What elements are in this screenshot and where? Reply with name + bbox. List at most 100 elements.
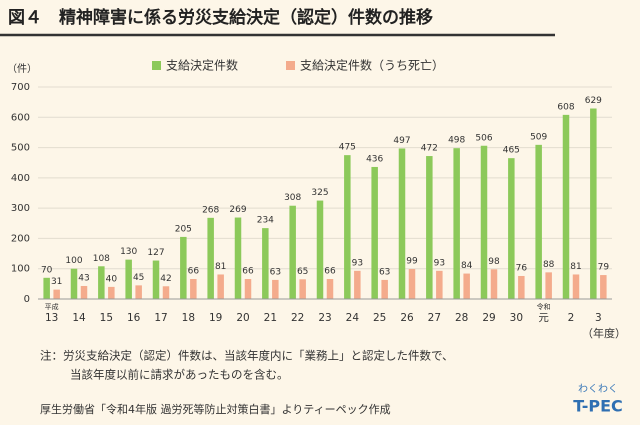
value-label: 81 [215,262,226,272]
bar [190,279,197,299]
y-tick-label: 0 [24,294,30,305]
value-label: 509 [530,132,547,142]
x-tick-label: 15 [100,312,113,324]
value-label: 269 [229,205,246,215]
value-label: 268 [202,205,219,215]
x-tick-label: 21 [264,312,277,324]
era-label: 令和 [537,302,551,311]
y-tick-label: 100 [11,264,30,275]
legend-label: 支給決定件数（うち死亡） [300,58,444,73]
bar [453,148,460,299]
value-label: 498 [448,136,465,146]
source: 厚生労働省「令和4年版 過労死等防止対策白書」よりティーペック作成 [40,402,391,416]
value-label: 608 [557,102,574,112]
value-label: 65 [297,267,308,277]
value-label: 45 [133,273,144,283]
bar [508,158,515,299]
value-label: 76 [516,263,528,273]
bar [535,144,542,299]
logo-text: わくわく [578,383,618,395]
x-tick-label: 28 [455,312,468,324]
y-axis-label: （件） [7,63,37,75]
value-label: 99 [406,257,418,267]
bar [125,259,132,299]
x-tick-label: 3 [595,312,602,324]
bar [590,108,597,299]
value-label: 66 [188,267,200,277]
x-tick-label: 16 [127,312,141,324]
x-tick-label: 18 [182,312,195,324]
bar [135,285,142,299]
x-tick-label: 14 [72,312,86,324]
bar [371,166,378,299]
bar [600,275,607,299]
x-tick-label: 25 [373,312,386,324]
bar [262,228,269,299]
y-tick-label: 400 [11,173,30,184]
x-tick-label: 24 [346,312,360,324]
bar [53,289,60,299]
x-tick-label: 22 [291,312,304,324]
chart-title: 図４ 精神障害に係る労災支給決定（認定）件数の推移 [8,7,433,28]
bar [436,270,443,299]
bar [244,279,252,299]
value-label: 63 [270,267,281,277]
value-label: 629 [585,96,602,106]
logo-text: T-PEC [573,397,623,416]
value-label: 100 [65,256,82,266]
bar [43,277,50,299]
x-tick-label: 元 [538,312,549,324]
x-axis-label: （年度） [582,326,626,340]
bar [463,273,470,299]
y-tick-label: 700 [11,82,30,93]
value-label: 63 [379,267,390,277]
bar [217,274,224,299]
value-label: 130 [120,247,137,257]
value-label: 93 [352,258,363,268]
bar [98,266,105,299]
x-tick-label: 17 [154,312,167,324]
x-tick-label: 27 [428,312,441,324]
value-label: 40 [106,274,118,284]
legend-label: 支給決定件数 [166,58,238,73]
bar [234,217,242,299]
note: 当該年度以前に請求があったものを含む。 [70,368,289,382]
y-tick-label: 200 [11,233,30,244]
bar [545,272,552,299]
bar [381,279,388,299]
y-tick-label: 600 [11,112,30,123]
legend-swatch [286,61,295,70]
value-label: 88 [543,260,555,270]
value-label: 472 [421,144,438,154]
bar [326,279,334,299]
y-tick-label: 300 [11,203,30,214]
bar [152,260,160,299]
value-label: 108 [93,254,110,264]
value-label: 43 [78,273,89,283]
bar [207,217,214,299]
value-label: 325 [311,188,328,198]
x-tick-label: 29 [482,312,495,324]
x-tick-label: 30 [510,312,523,324]
value-label: 84 [461,261,473,271]
era-label: 平成 [45,302,59,311]
value-label: 66 [324,267,336,277]
x-tick-label: 26 [400,312,414,324]
value-label: 70 [41,265,53,275]
x-tick-label: 23 [318,312,331,324]
x-tick-label: 2 [568,312,575,324]
bar [426,156,433,299]
value-label: 93 [434,258,445,268]
value-label: 31 [51,277,62,287]
bar [70,268,78,299]
value-label: 497 [393,136,410,146]
value-label: 436 [366,154,383,164]
bar [344,155,351,299]
value-label: 66 [242,267,254,277]
bar [562,114,570,299]
bar [108,286,115,299]
x-tick-label: 20 [236,312,249,324]
bar [299,279,306,299]
value-label: 127 [147,248,164,258]
